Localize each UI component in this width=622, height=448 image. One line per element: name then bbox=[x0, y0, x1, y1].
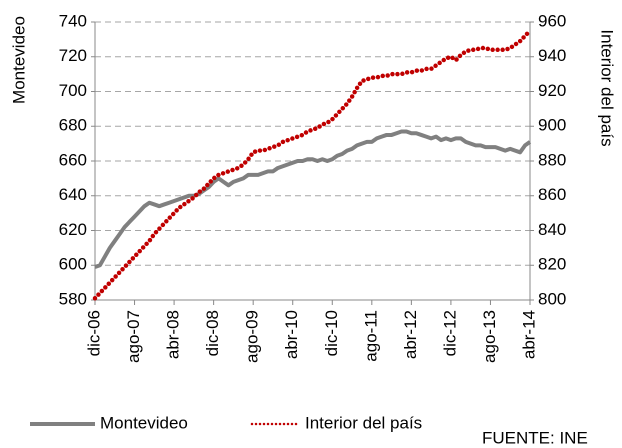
y-tick-label: 740 bbox=[59, 11, 87, 30]
y-axis-title: Montevideo bbox=[9, 16, 28, 104]
x-tick-label: abr-12 bbox=[401, 310, 420, 359]
y2-tick-label: 800 bbox=[538, 289, 566, 308]
y2-tick-label: 940 bbox=[538, 46, 566, 65]
x-tick-label: dic-08 bbox=[203, 310, 222, 356]
y-tick-label: 580 bbox=[59, 289, 87, 308]
x-tick-label: abr-08 bbox=[164, 310, 183, 359]
x-tick-label: ago-11 bbox=[361, 310, 380, 362]
y-tick-label: 640 bbox=[59, 185, 87, 204]
y2-tick-label: 820 bbox=[538, 255, 566, 274]
x-tick-label: dic-10 bbox=[322, 310, 341, 356]
x-tick-label: ago-13 bbox=[480, 310, 499, 363]
source: FUENTE: INE bbox=[482, 428, 588, 447]
x-tick-label: abr-14 bbox=[519, 310, 538, 359]
y2-tick-label: 920 bbox=[538, 81, 566, 100]
legend-label: Montevideo bbox=[100, 413, 188, 432]
series-line bbox=[92, 28, 533, 301]
y-tick-label: 680 bbox=[59, 116, 87, 135]
x-tick-label: ago-09 bbox=[243, 310, 262, 363]
x-tick-label: dic-06 bbox=[84, 310, 103, 356]
y2-tick-label: 880 bbox=[538, 150, 566, 169]
y-tick-label: 720 bbox=[59, 46, 87, 65]
y2-tick-label: 960 bbox=[538, 11, 566, 30]
x-tick-label: abr-10 bbox=[282, 310, 301, 359]
y2-axis-title: Interior del país bbox=[598, 29, 617, 146]
y2-tick-label: 840 bbox=[538, 220, 566, 239]
x-tick-label: dic-12 bbox=[440, 310, 459, 356]
y-tick-label: 700 bbox=[59, 81, 87, 100]
y-tick-label: 660 bbox=[59, 150, 87, 169]
series-line bbox=[94, 129, 532, 269]
legend-label: Interior del país bbox=[305, 413, 422, 432]
y-tick-label: 600 bbox=[59, 255, 87, 274]
y-tick-label: 620 bbox=[59, 220, 87, 239]
x-tick-label: ago-07 bbox=[124, 310, 143, 363]
y2-tick-label: 900 bbox=[538, 116, 566, 135]
y2-tick-label: 860 bbox=[538, 185, 566, 204]
